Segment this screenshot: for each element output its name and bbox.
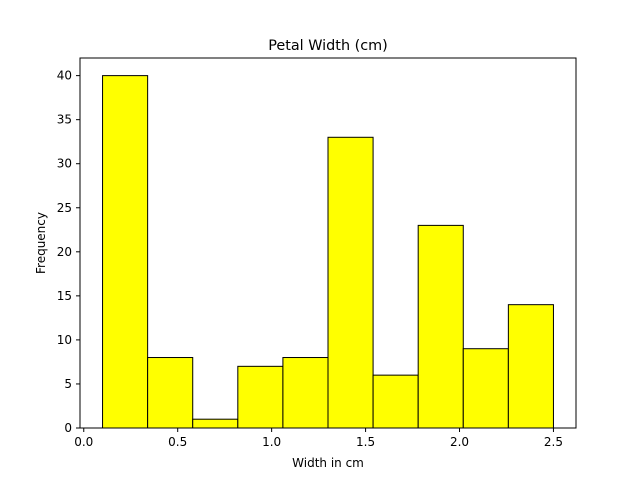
- chart-title: Petal Width (cm): [268, 38, 388, 54]
- x-tick-label: 2.5: [544, 435, 563, 449]
- y-tick-label: 15: [57, 289, 72, 303]
- x-tick-label: 1.5: [356, 435, 375, 449]
- y-tick-label: 40: [57, 69, 72, 83]
- y-tick-label: 0: [64, 421, 72, 435]
- histogram-bar-4: [237, 365, 284, 429]
- x-axis: 0.0 0.5 1.0 1.5 2.0 2.5: [74, 428, 563, 449]
- plot-frame: [79, 57, 577, 429]
- histogram-bar-9: [462, 348, 509, 429]
- y-axis: 0 5 10 15 20 25 30 35 40: [57, 69, 80, 435]
- x-tick-label: 2.0: [450, 435, 469, 449]
- histogram-bar-5: [282, 357, 329, 429]
- y-tick-label: 25: [57, 201, 72, 215]
- y-tick-label: 10: [57, 333, 72, 347]
- y-tick-label: 30: [57, 157, 72, 171]
- histogram-bar-6: [327, 136, 374, 429]
- bars-layer: [102, 75, 554, 429]
- x-tick-label: 0.0: [74, 435, 93, 449]
- x-axis-label: Width in cm: [292, 456, 364, 470]
- histogram-bar-3: [192, 418, 239, 429]
- histogram-bar-1: [102, 75, 149, 429]
- histogram-bar-8: [417, 224, 464, 429]
- x-tick-label: 0.5: [168, 435, 187, 449]
- y-axis-label: Frequency: [34, 212, 48, 274]
- y-tick-label: 5: [64, 377, 72, 391]
- y-tick-label: 35: [57, 113, 72, 127]
- histogram-bar-7: [372, 374, 419, 429]
- histogram-bar-2: [147, 357, 194, 429]
- y-tick-label: 20: [57, 245, 72, 259]
- histogram-bar-10: [507, 304, 554, 429]
- x-tick-label: 1.0: [262, 435, 281, 449]
